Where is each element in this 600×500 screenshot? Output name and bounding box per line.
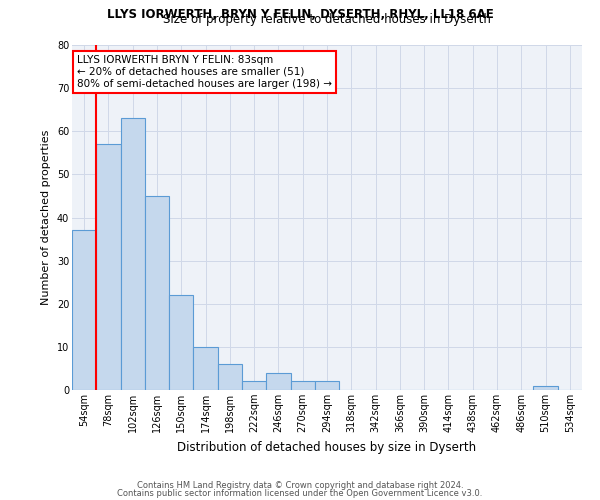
Bar xyxy=(533,386,558,390)
Bar xyxy=(169,295,193,390)
Text: Contains HM Land Registry data © Crown copyright and database right 2024.: Contains HM Land Registry data © Crown c… xyxy=(137,481,463,490)
Y-axis label: Number of detached properties: Number of detached properties xyxy=(41,130,51,305)
Title: Size of property relative to detached houses in Dyserth: Size of property relative to detached ho… xyxy=(163,13,491,26)
Text: LLYS IORWERTH, BRYN Y FELIN, DYSERTH, RHYL, LL18 6AE: LLYS IORWERTH, BRYN Y FELIN, DYSERTH, RH… xyxy=(107,8,493,20)
Bar xyxy=(218,364,242,390)
Text: Contains public sector information licensed under the Open Government Licence v3: Contains public sector information licen… xyxy=(118,488,482,498)
Bar xyxy=(145,196,169,390)
Bar xyxy=(193,347,218,390)
Bar xyxy=(266,373,290,390)
Bar xyxy=(121,118,145,390)
Text: LLYS IORWERTH BRYN Y FELIN: 83sqm
← 20% of detached houses are smaller (51)
80% : LLYS IORWERTH BRYN Y FELIN: 83sqm ← 20% … xyxy=(77,56,332,88)
Bar xyxy=(315,382,339,390)
Bar xyxy=(96,144,121,390)
Bar xyxy=(72,230,96,390)
Bar xyxy=(242,382,266,390)
X-axis label: Distribution of detached houses by size in Dyserth: Distribution of detached houses by size … xyxy=(178,440,476,454)
Bar xyxy=(290,382,315,390)
